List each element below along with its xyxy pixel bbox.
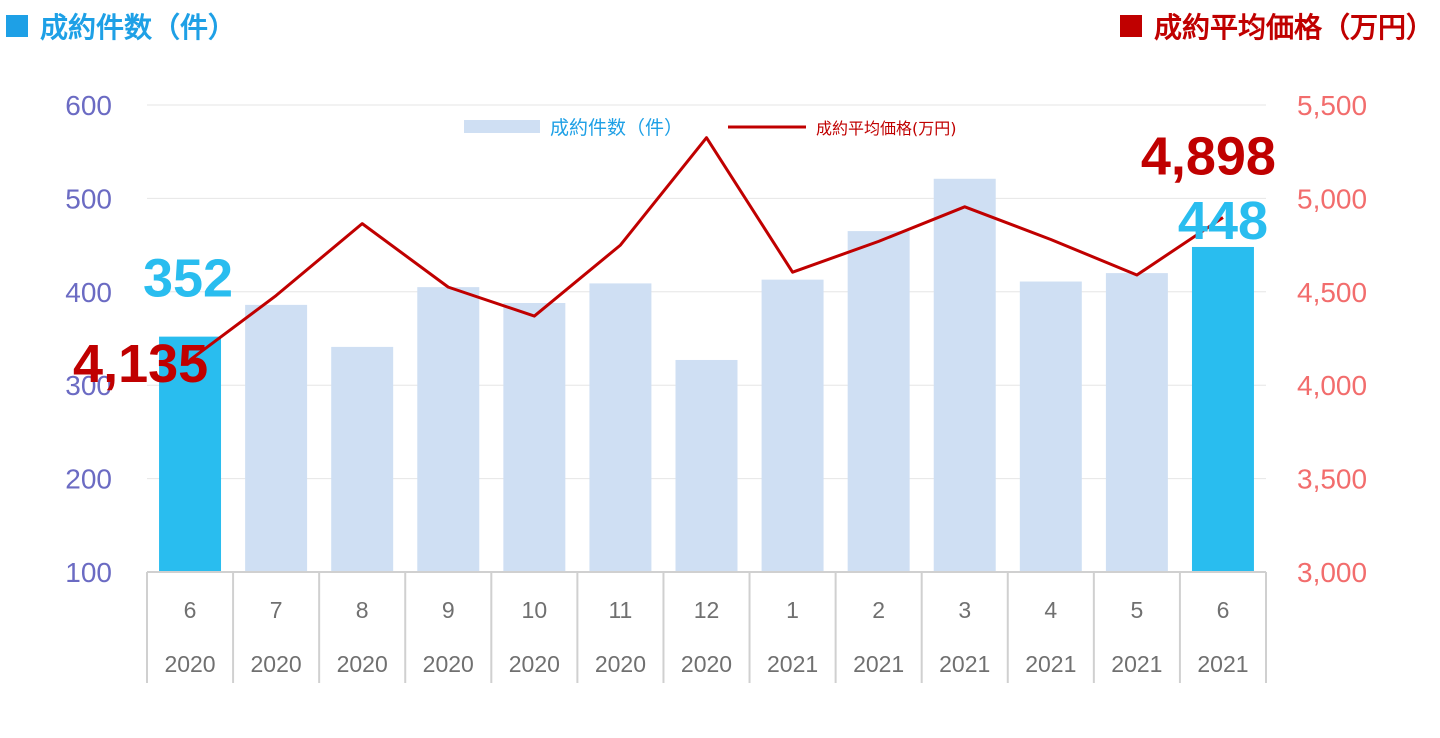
x-month-label: 1 [786,597,799,623]
right-tick-label: 5,500 [1297,90,1367,121]
annotation-label: 448 [1178,191,1268,251]
left-tick-label: 300 [65,370,112,401]
x-year-label: 2021 [939,651,990,677]
annotation-label: 4,135 [73,334,208,394]
x-year-label: 2021 [1025,651,1076,677]
legend-bar-label: 成約件数（件） [550,117,683,139]
x-month-label: 7 [270,597,283,623]
x-month-label: 10 [522,597,548,623]
x-month-label: 2 [872,597,885,623]
left-tick-label: 500 [65,183,112,214]
annotation-label: 352 [143,249,233,309]
x-month-label: 6 [184,597,197,623]
bar-2020-12 [675,359,738,572]
x-month-label: 4 [1044,597,1057,623]
right-tick-label: 3,000 [1297,557,1367,588]
bar-2021-2 [847,231,910,572]
bar-2021-5 [1105,273,1168,572]
legend-line-label: 成約平均価格(万円) [816,119,957,138]
x-month-label: 12 [694,597,720,623]
legend: 成約件数（件） 成約平均価格(万円) [464,117,957,139]
x-year-label: 2020 [337,651,388,677]
x-month-label: 6 [1217,597,1230,623]
x-year-label: 2020 [681,651,732,677]
left-tick-label: 600 [65,90,112,121]
x-year-label: 2021 [767,651,818,677]
bar-series-color-swatch [6,15,28,37]
annotation-label: 4,898 [1141,126,1276,186]
left-axis-header: 成約件数（件） [6,6,236,46]
x-year-label: 2020 [423,651,474,677]
line-series-color-swatch [1119,15,1142,37]
x-year-label: 2020 [595,651,646,677]
x-month-label: 3 [958,597,971,623]
line-series [189,136,1224,362]
left-axis-title: 成約件数（件） [40,11,237,44]
left-axis: 100 200 300 400 500 600 [65,90,112,588]
legend-bar-swatch [464,120,540,133]
left-tick-label: 200 [65,464,112,495]
bar-2021-4 [1019,281,1082,572]
bar-2020-7 [245,304,308,572]
x-month-label: 9 [442,597,455,623]
left-tick-label: 100 [65,557,112,588]
x-year-label: 2021 [1197,651,1248,677]
x-month-label: 8 [356,597,369,623]
bar-2020-6 [159,336,222,572]
right-axis-title: 成約平均価格（万円） [1153,11,1434,44]
bar-2020-10 [503,303,566,572]
x-year-label: 2021 [853,651,904,677]
bar-2021-6 [1191,246,1254,572]
right-axis: 3,000 3,500 4,000 4,500 5,000 5,500 [1297,90,1367,588]
x-year-label: 2021 [1111,651,1162,677]
right-tick-label: 4,000 [1297,370,1367,401]
x-month-label: 5 [1130,597,1143,623]
left-tick-label: 400 [65,277,112,308]
x-year-label: 2020 [509,651,560,677]
bar-2021-3 [933,178,996,572]
x-year-label: 2020 [251,651,302,677]
bar-2020-8 [331,346,394,572]
right-tick-label: 5,000 [1297,183,1367,214]
bar-2020-11 [589,283,652,572]
bar-series [159,178,1254,572]
x-axis: 6202072020820209202010202011202012202012… [146,571,1267,683]
right-tick-label: 3,500 [1297,464,1367,495]
x-year-label: 2020 [164,651,215,677]
right-tick-label: 4,500 [1297,277,1367,308]
bar-2020-9 [417,287,480,572]
x-month-label: 11 [608,597,632,623]
bar-2021-1 [761,279,824,572]
right-axis-header: 成約平均価格（万円） [1119,6,1434,46]
